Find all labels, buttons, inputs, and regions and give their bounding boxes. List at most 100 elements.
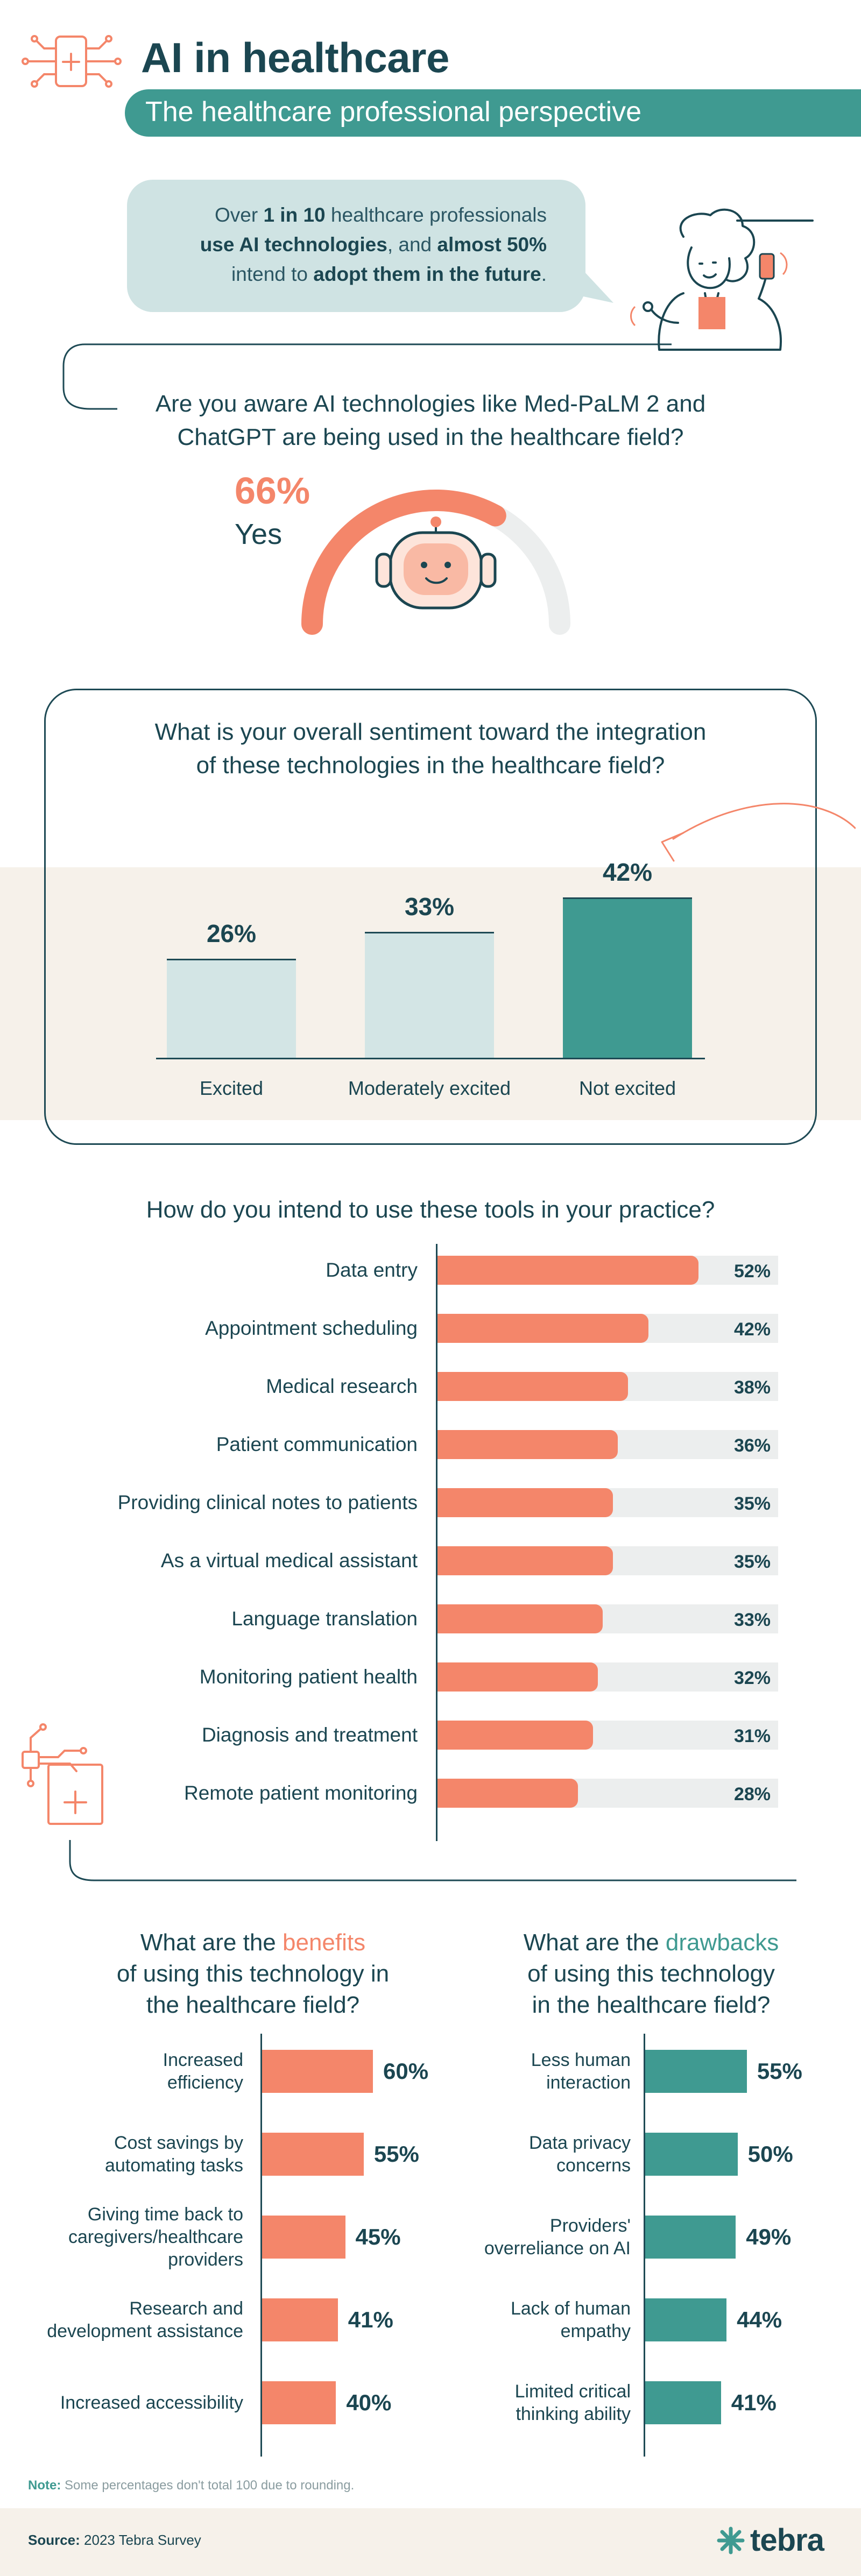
usage-bar <box>437 1430 618 1459</box>
section-connector <box>62 343 672 410</box>
awareness-question: Are you aware AI technologies like Med-P… <box>155 391 706 450</box>
drawbacks-label-line: thinking ability <box>516 2404 631 2424</box>
usage-bar <box>437 1256 698 1285</box>
page-title: AI in healthcare <box>141 34 449 81</box>
usage-label: As a virtual medical assistant <box>160 1549 418 1572</box>
drawbacks-label: Limited critical thinking ability <box>448 2380 631 2425</box>
drawbacks-bar <box>645 2298 727 2341</box>
usage-bar <box>437 1721 593 1750</box>
drawbacks-label-line: Data privacy <box>529 2133 631 2153</box>
usage-value: 52% <box>733 1261 771 1282</box>
sentiment-arrow <box>661 803 856 862</box>
usage-value: 32% <box>733 1668 771 1688</box>
drawbacks-label: Data privacy concerns <box>448 2132 631 2177</box>
usage-value: 31% <box>733 1726 771 1746</box>
subtitle-band <box>125 89 861 137</box>
sentiment-question: What is your overall sentiment toward th… <box>154 719 707 779</box>
robot-icon <box>375 516 497 610</box>
awareness-percent: 66% <box>235 470 310 512</box>
sentiment-bar-value: 33% <box>404 893 455 921</box>
usage-bar <box>437 1546 613 1575</box>
sentiment-bar <box>365 932 494 1059</box>
benefits-label: Increased accessibility <box>17 2391 243 2414</box>
circuit-clipboard-icon <box>22 1723 103 1825</box>
usage-label: Patient communication <box>216 1433 418 1455</box>
section-connector-2 <box>69 1840 796 1881</box>
circuit-document-icon <box>22 35 122 88</box>
drawbacks-label: Lack of human empathy <box>448 2297 631 2343</box>
benefits-label: Research and development assistance <box>17 2297 243 2343</box>
source-text: Source: 2023 Tebra Survey <box>28 2532 201 2548</box>
benefits-label-line: efficiency <box>167 2072 243 2093</box>
benefits-label-line: automating tasks <box>104 2155 243 2176</box>
drawbacks-bar <box>645 2133 738 2176</box>
benefits-label-line: Cost savings by <box>114 2133 243 2153</box>
usage-axis <box>436 1244 437 1841</box>
usage-bar <box>437 1314 648 1343</box>
usage-value: 35% <box>733 1494 771 1514</box>
usage-label: Appointment scheduling <box>205 1317 418 1339</box>
awareness-answer: Yes <box>235 518 283 550</box>
sentiment-bar-value: 26% <box>206 919 257 948</box>
usage-question: How do you intend to use these tools in … <box>146 1197 715 1223</box>
usage-value: 28% <box>733 1784 771 1804</box>
sentiment-bar <box>167 959 296 1059</box>
usage-value: 38% <box>733 1377 771 1398</box>
benefits-bar <box>262 2216 345 2259</box>
usage-bar <box>437 1488 613 1517</box>
benefits-label-line: development assistance <box>47 2321 243 2341</box>
benefits-bar <box>262 2133 364 2176</box>
drawbacks-bar <box>645 2050 747 2093</box>
benefits-label: Cost savings by automating tasks <box>17 2132 243 2177</box>
usage-label: Language translation <box>231 1608 418 1630</box>
footer-band <box>0 2508 861 2576</box>
drawbacks-label-line: Providers' <box>549 2216 631 2236</box>
page-subtitle: The healthcare professional perspective <box>145 96 642 128</box>
bubble-tail <box>576 263 613 303</box>
drawbacks-label: Providers' overreliance on AI <box>448 2214 631 2260</box>
doctor-illustration <box>630 208 814 351</box>
usage-bar <box>437 1662 598 1692</box>
sentiment-bar-label: Excited <box>199 1077 264 1099</box>
sentiment-card <box>44 689 817 1145</box>
sentiment-bar-value: 42% <box>602 858 653 886</box>
usage-label: Diagnosis and treatment <box>201 1724 418 1746</box>
drawbacks-question: What are the drawbacks of using this tec… <box>523 1929 779 2018</box>
drawbacks-value: 50% <box>747 2141 793 2167</box>
benefits-question: What are the benefits of using this tech… <box>116 1929 390 2018</box>
benefits-axis <box>260 2034 262 2457</box>
sentiment-baseline <box>156 1058 705 1059</box>
sentiment-bar <box>563 897 692 1059</box>
drawbacks-label-line: interaction <box>546 2072 631 2093</box>
drawbacks-label-line: empathy <box>560 2321 631 2341</box>
drawbacks-label-line: overreliance on AI <box>484 2238 631 2259</box>
usage-value: 42% <box>733 1319 771 1340</box>
brand-name: tebra <box>750 2523 824 2558</box>
sentiment-bar-label: Moderately excited <box>348 1077 511 1099</box>
benefits-label-line: Increased <box>163 2050 243 2070</box>
usage-bar <box>437 1604 603 1633</box>
benefits-label-line: Giving time back to <box>87 2204 243 2225</box>
benefits-value: 55% <box>373 2141 419 2167</box>
benefits-value: 45% <box>355 2224 401 2249</box>
drawbacks-value: 49% <box>746 2224 792 2249</box>
benefits-bar <box>262 2381 336 2424</box>
drawbacks-label-line: Less human <box>531 2050 631 2070</box>
drawbacks-label: Less human interaction <box>448 2049 631 2094</box>
drawbacks-bar <box>645 2216 736 2259</box>
benefits-value: 41% <box>348 2307 393 2332</box>
usage-label: Monitoring patient health <box>199 1666 418 1688</box>
benefits-bar <box>262 2298 338 2341</box>
benefits-value: 60% <box>383 2058 429 2084</box>
tebra-logo-icon <box>717 2527 745 2554</box>
drawbacks-axis <box>644 2034 645 2457</box>
footnote: Note: Some percentages don't total 100 d… <box>28 2478 355 2493</box>
drawbacks-label-line: Limited critical <box>514 2381 631 2402</box>
intro-bubble <box>127 180 585 312</box>
drawbacks-value: 55% <box>757 2058 802 2084</box>
benefits-value: 40% <box>346 2390 392 2415</box>
benefits-label-line: providers <box>168 2249 243 2270</box>
usage-bar <box>437 1779 578 1808</box>
usage-label: Data entry <box>326 1259 418 1281</box>
usage-bar <box>437 1372 629 1401</box>
